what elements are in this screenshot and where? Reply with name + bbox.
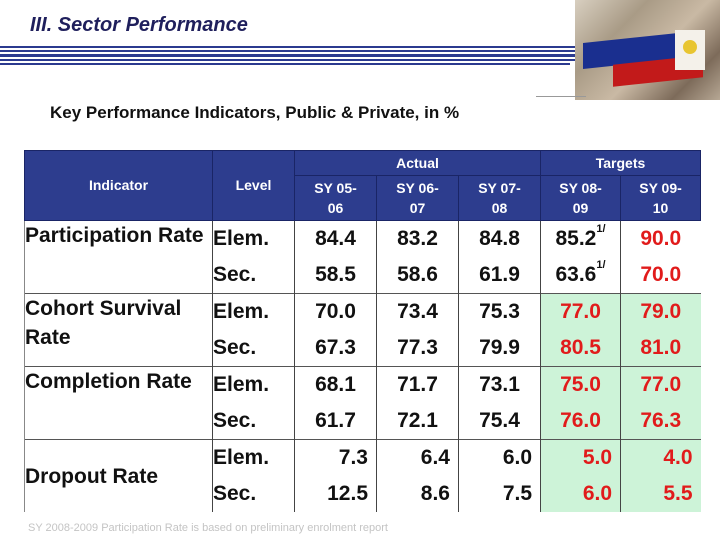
level-cell: Elem. [212,220,295,257]
footnote-marker: 1/ [596,223,606,235]
target-value-text: 63.6 [555,263,597,286]
actual-value: 67.3 [294,330,377,367]
actual-value: 58.6 [376,257,459,294]
table-row: Completion Rate Elem. 68.1 71.7 73.1 75.0 77.0 [24,366,701,440]
target-value: 63.61/ [540,257,621,294]
header-year: SY 08-09 [540,175,622,221]
divider [536,96,586,97]
indicator-name: Cohort Survival Rate [24,293,213,367]
level-cell: Sec. [212,476,295,512]
actual-value: 75.4 [457,403,541,440]
header-year-label: SY 06-07 [396,180,439,216]
actual-value: 84.4 [294,220,377,257]
slide-title: III. Sector Performance [30,14,248,36]
header-level: Level [212,150,295,221]
actual-value: 61.7 [294,403,377,440]
actual-value: 75.3 [457,293,541,330]
header-year-label: SY 08-09 [559,180,602,216]
actual-value: 73.1 [457,366,541,403]
target-value: 79.0 [620,293,701,330]
header-year: SY 05-06 [294,175,377,221]
table-row: Sec. 12.5 8.6 7.5 6.0 5.5 [25,476,701,512]
target-value: 4.0 [620,439,701,476]
table-row: Cohort Survival Rate Elem. 70.0 73.4 75.3 77.… [24,293,701,367]
actual-value: 84.8 [457,220,541,257]
target-value: 75.0 [540,366,621,403]
level-cell: Elem. [212,439,295,476]
header-targets: Targets [540,150,702,176]
header-year-label: SY 05-06 [314,180,357,216]
level-cell: Sec. [212,403,295,440]
actual-value: 70.0 [294,293,377,330]
indicator-name: Participation Rate [24,220,213,294]
target-value: 85.21/ [540,220,621,257]
actual-value: 7.5 [457,476,541,512]
footnote-marker: 1/ [596,259,606,271]
header-actual: Actual [293,150,542,176]
table-subtitle: Key Performance Indicators, Public & Pri… [50,103,460,122]
indicator-name: Dropout Rate [24,439,213,512]
target-value: 80.5 [540,330,621,367]
target-value: 76.3 [620,403,701,440]
target-value: 77.0 [540,293,621,330]
actual-value: 73.4 [376,293,459,330]
target-value-text: 85.2 [555,227,597,250]
target-value: 77.0 [620,366,701,403]
header-year-label: SY 07-08 [478,180,521,216]
target-value: 90.0 [620,220,701,257]
actual-value: 7.3 [294,439,377,476]
actual-value: 79.9 [457,330,541,367]
level-cell: Sec. [212,257,295,294]
actual-value: 83.2 [376,220,459,257]
level-cell: Elem. [212,366,295,403]
actual-value: 6.0 [457,439,541,476]
actual-value: 6.4 [376,439,459,476]
target-value: 81.0 [620,330,701,367]
level-cell: Elem. [212,293,295,330]
table-row: Sec. 67.3 77.3 79.9 80.5 81.0 [25,330,701,367]
kpi-table: Indicator Level Actual Targets SY 05-06 S… [24,150,702,512]
actual-value: 12.5 [294,476,377,512]
table-row: Sec. 58.5 58.6 61.9 63.61/70.0 [25,257,701,294]
table-row: Dropout Rate Elem. 7.3 6.4 6.0 5.0 4.0 [24,439,701,512]
indicator-name: Completion Rate [24,366,213,440]
target-value: 5.5 [620,476,701,512]
level-cell: Sec. [212,330,295,367]
actual-value: 61.9 [457,257,541,294]
target-value: 6.0 [540,476,621,512]
header-year: SY 07-08 [457,175,542,221]
actual-value: 68.1 [294,366,377,403]
decorative-stripes [0,44,590,68]
footnote: SY 2008-2009 Participation Rate is based… [28,522,388,534]
header-photo [575,0,720,100]
header-year: SY 06-07 [376,175,459,221]
table-row: Sec. 61.7 72.1 75.4 76.0 76.3 [25,403,701,440]
actual-value: 8.6 [376,476,459,512]
target-value: 5.0 [540,439,621,476]
target-value: 76.0 [540,403,621,440]
target-value: 70.0 [620,257,701,294]
header-year-label: SY 09-10 [639,180,682,216]
table-row: Participation Rate Elem. 84.4 83.2 84.8 85.21… [24,220,701,294]
header-year: SY 09-10 [620,175,702,221]
actual-value: 72.1 [376,403,459,440]
actual-value: 58.5 [294,257,377,294]
header-indicator: Indicator [24,150,213,221]
actual-value: 71.7 [376,366,459,403]
actual-value: 77.3 [376,330,459,367]
